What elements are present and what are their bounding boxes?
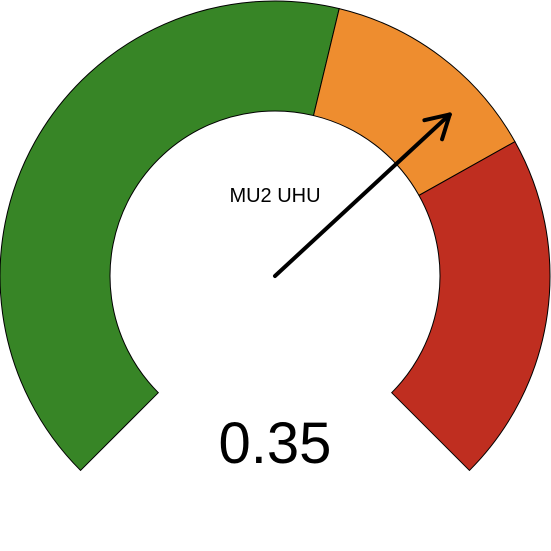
gauge-value: 0.35 — [219, 411, 332, 476]
gauge-needle-arrowhead-1 — [422, 112, 452, 123]
gauge-band-3 — [390, 140, 551, 472]
gauge-bands — [0, 0, 551, 472]
gauge-band-1 — [0, 0, 340, 472]
gauge-needle-arrowhead-2 — [440, 112, 452, 142]
gauge-needle-group — [273, 112, 452, 278]
gauge-needle — [273, 112, 452, 278]
gauge-label: MU2 UHU — [229, 185, 320, 207]
